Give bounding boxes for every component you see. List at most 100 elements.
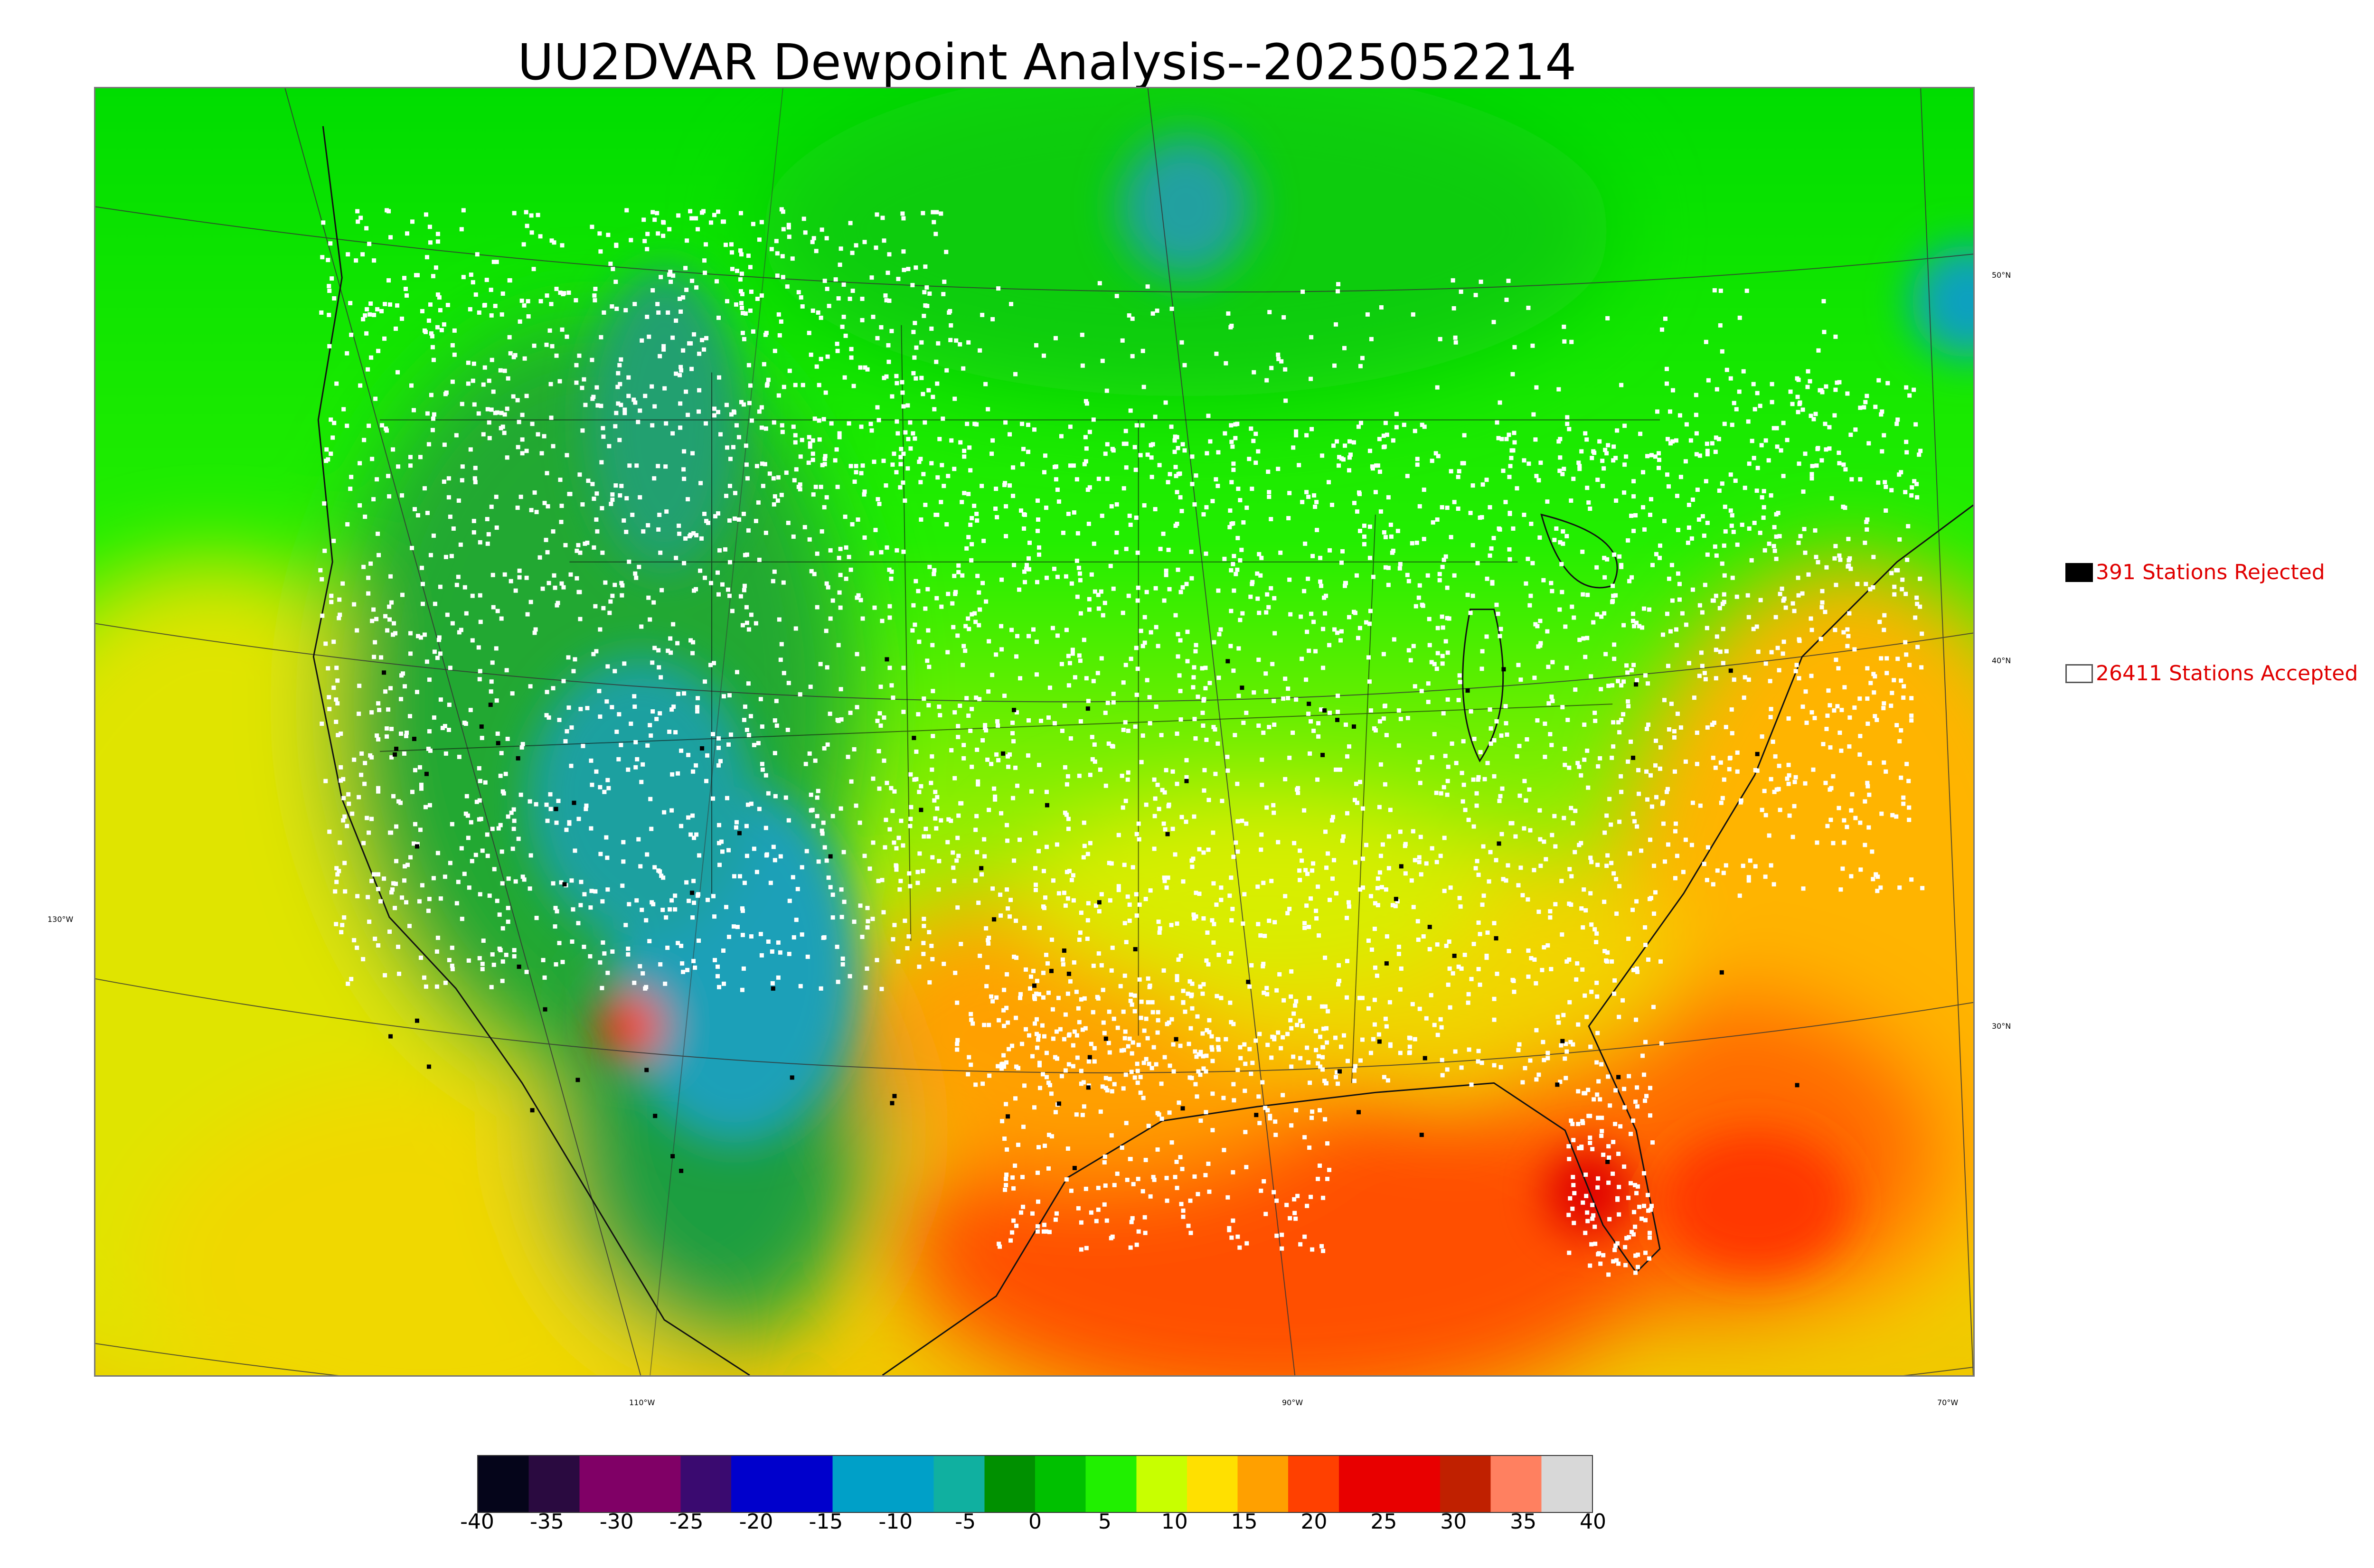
- station-accepted-marker: [408, 631, 413, 636]
- station-accepted-marker: [546, 504, 550, 509]
- station-accepted-marker: [1224, 361, 1228, 366]
- station-accepted-marker: [1476, 1059, 1480, 1064]
- station-accepted-marker: [612, 582, 617, 587]
- station-accepted-marker: [985, 965, 990, 969]
- station-accepted-marker: [1598, 1097, 1602, 1102]
- station-accepted-marker: [1583, 993, 1587, 998]
- station-accepted-marker: [1142, 640, 1147, 645]
- station-accepted-marker: [1090, 757, 1095, 761]
- station-accepted-marker: [648, 797, 653, 801]
- station-accepted-marker: [1538, 460, 1543, 465]
- station-accepted-marker: [675, 641, 680, 646]
- station-accepted-marker: [827, 303, 831, 308]
- station-accepted-marker: [1151, 1174, 1156, 1179]
- station-accepted-marker: [1370, 464, 1375, 469]
- station-accepted-marker: [923, 303, 928, 308]
- station-accepted-marker: [1393, 904, 1398, 909]
- station-accepted-marker: [1153, 414, 1158, 419]
- station-accepted-marker: [1613, 1122, 1618, 1127]
- station-accepted-marker: [1126, 1044, 1130, 1049]
- station-accepted-marker: [1683, 837, 1688, 842]
- station-accepted-marker: [1051, 1036, 1055, 1041]
- station-accepted-marker: [1853, 816, 1858, 820]
- station-accepted-marker: [746, 732, 751, 737]
- station-accepted-marker: [1149, 1066, 1154, 1070]
- station-accepted-marker: [1634, 1191, 1639, 1195]
- station-accepted-marker: [1660, 801, 1665, 806]
- station-accepted-marker: [960, 500, 964, 505]
- station-accepted-marker: [487, 378, 491, 383]
- station-accepted-marker: [1136, 1042, 1141, 1047]
- station-accepted-marker: [922, 313, 926, 318]
- station-accepted-marker: [1610, 600, 1615, 604]
- station-accepted-marker: [732, 874, 736, 879]
- station-accepted-marker: [1229, 1020, 1234, 1024]
- station-accepted-marker: [1367, 449, 1372, 453]
- station-accepted-marker: [1858, 820, 1863, 825]
- station-accepted-marker: [594, 385, 599, 390]
- station-rejected-marker: [1184, 779, 1189, 783]
- station-accepted-marker: [573, 657, 577, 662]
- station-accepted-marker: [1034, 888, 1038, 892]
- station-accepted-marker: [1154, 704, 1159, 709]
- station-accepted-marker: [1637, 624, 1642, 629]
- station-accepted-marker: [1332, 858, 1337, 863]
- station-accepted-marker: [598, 852, 603, 856]
- station-accepted-marker: [1642, 606, 1647, 611]
- station-accepted-marker: [1647, 607, 1652, 612]
- station-accepted-marker: [782, 385, 786, 389]
- station-accepted-marker: [355, 894, 360, 899]
- station-accepted-marker: [522, 303, 527, 308]
- station-accepted-marker: [1435, 651, 1440, 656]
- station-accepted-marker: [349, 976, 354, 981]
- station-accepted-marker: [966, 535, 971, 539]
- station-accepted-marker: [1875, 889, 1880, 893]
- station-accepted-marker: [471, 530, 476, 535]
- station-accepted-marker: [657, 513, 662, 517]
- station-accepted-marker: [1818, 637, 1823, 641]
- station-accepted-marker: [1318, 579, 1323, 584]
- station-accepted-marker: [1498, 627, 1503, 631]
- station-accepted-marker: [589, 889, 594, 893]
- station-accepted-marker: [1100, 358, 1105, 363]
- station-accepted-marker: [1096, 1185, 1101, 1190]
- station-accepted-marker: [937, 437, 942, 441]
- station-accepted-marker: [1207, 681, 1212, 685]
- station-accepted-marker: [1083, 399, 1088, 404]
- station-accepted-marker: [807, 751, 812, 756]
- station-accepted-marker: [1722, 543, 1726, 548]
- station-accepted-marker: [529, 508, 534, 513]
- station-accepted-marker: [498, 773, 503, 778]
- station-accepted-marker: [614, 244, 619, 248]
- station-accepted-marker: [727, 593, 732, 598]
- station-accepted-marker: [1445, 585, 1450, 590]
- station-accepted-marker: [955, 905, 960, 910]
- station-accepted-marker: [1839, 748, 1844, 753]
- station-accepted-marker: [379, 309, 384, 313]
- station-accepted-marker: [1063, 810, 1067, 815]
- station-accepted-marker: [1081, 1080, 1086, 1085]
- station-accepted-marker: [371, 497, 376, 502]
- station-accepted-marker: [667, 730, 672, 734]
- station-accepted-marker: [1063, 903, 1068, 908]
- station-accepted-marker: [1193, 649, 1198, 654]
- station-accepted-marker: [633, 571, 638, 576]
- station-accepted-marker: [1046, 1080, 1051, 1085]
- station-accepted-marker: [1235, 819, 1240, 824]
- station-accepted-marker: [1695, 761, 1699, 766]
- station-accepted-marker: [1132, 445, 1137, 450]
- station-accepted-marker: [1407, 1050, 1412, 1055]
- station-accepted-marker: [1235, 535, 1240, 540]
- station-accepted-marker: [1356, 424, 1361, 429]
- station-accepted-marker: [1373, 965, 1377, 970]
- station-accepted-marker: [744, 728, 749, 732]
- station-accepted-marker: [1256, 922, 1261, 927]
- station-accepted-marker: [1417, 855, 1422, 860]
- station-accepted-marker: [388, 686, 393, 691]
- station-accepted-marker: [1105, 477, 1110, 481]
- station-accepted-marker: [901, 480, 905, 485]
- station-accepted-marker: [922, 290, 927, 295]
- station-accepted-marker: [830, 598, 835, 603]
- station-accepted-marker: [1839, 708, 1844, 713]
- station-accepted-marker: [1271, 803, 1276, 807]
